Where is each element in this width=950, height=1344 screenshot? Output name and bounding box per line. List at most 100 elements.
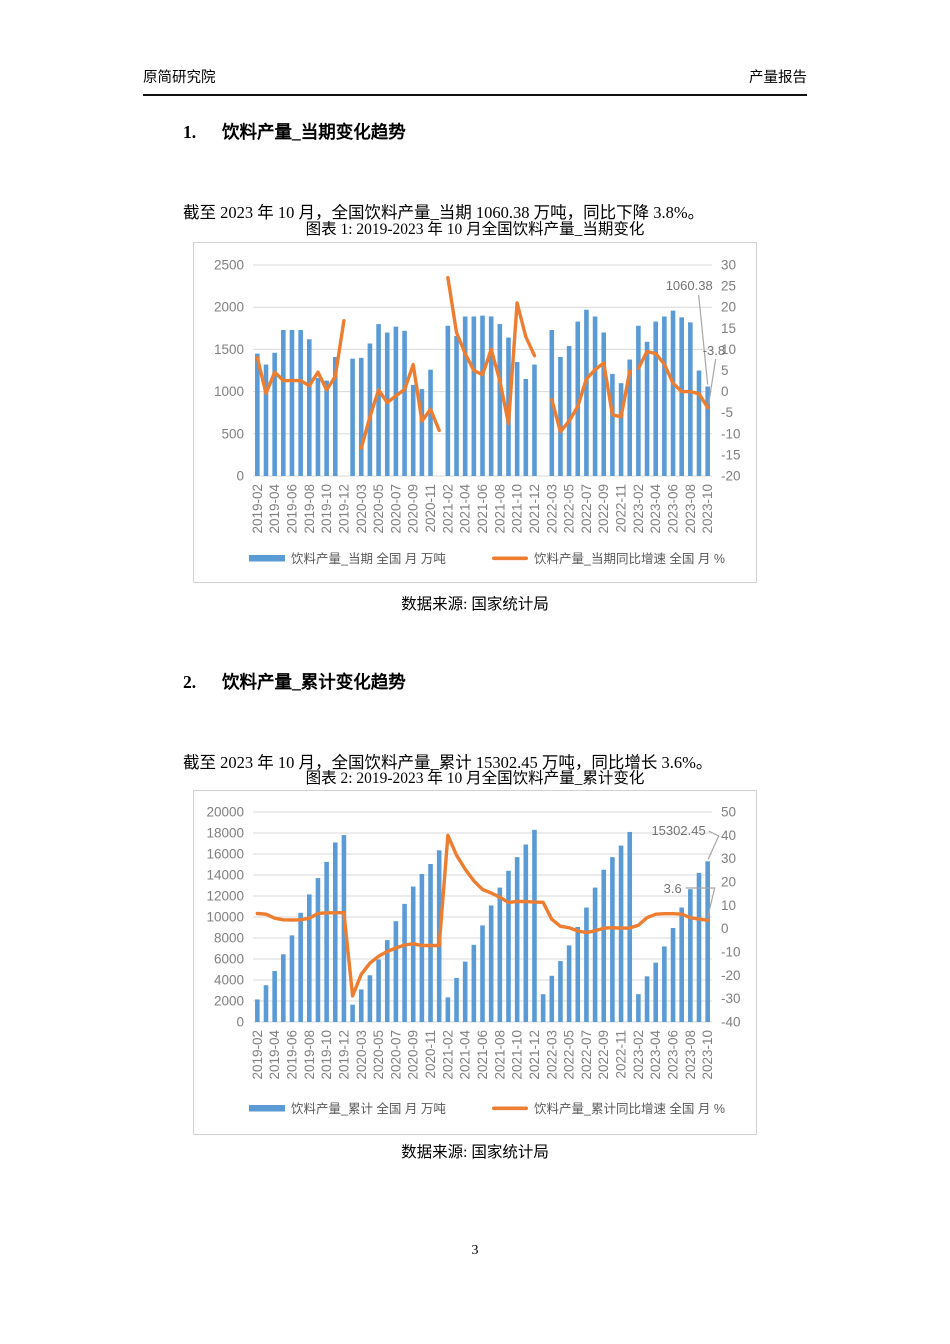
svg-text:2000: 2000 — [214, 994, 244, 1009]
svg-text:10000: 10000 — [206, 910, 244, 925]
svg-text:2022-03: 2022-03 — [544, 484, 559, 534]
svg-text:2022-09: 2022-09 — [596, 1030, 611, 1080]
header-doc-type: 产量报告 — [749, 70, 807, 86]
svg-text:2023-08: 2023-08 — [683, 1030, 698, 1080]
svg-text:2021-04: 2021-04 — [458, 1030, 473, 1080]
svg-text:14000: 14000 — [206, 868, 244, 883]
svg-text:3.6: 3.6 — [664, 881, 682, 896]
svg-text:2023-04: 2023-04 — [648, 1030, 663, 1080]
svg-text:-30: -30 — [721, 991, 741, 1006]
svg-text:2023-04: 2023-04 — [648, 484, 663, 534]
section-1-summary: 截至 2023 年 10 月，全国饮料产量_当期 1060.38 万吨，同比下降… — [183, 202, 705, 222]
svg-text:2020-09: 2020-09 — [406, 484, 421, 534]
svg-text:2022-05: 2022-05 — [562, 1030, 577, 1080]
svg-text:2021-12: 2021-12 — [527, 484, 542, 534]
svg-text:2019-12: 2019-12 — [336, 1030, 351, 1080]
svg-text:-40: -40 — [721, 1015, 741, 1030]
svg-text:5: 5 — [721, 363, 729, 378]
svg-text:12000: 12000 — [206, 889, 244, 904]
svg-text:2020-05: 2020-05 — [371, 1030, 386, 1080]
svg-text:2019-02: 2019-02 — [250, 484, 265, 534]
figure-2-title: 图表 2: 2019-2023 年 10 月全国饮料产量_累计变化 — [305, 770, 645, 787]
svg-text:2019-02: 2019-02 — [250, 1030, 265, 1080]
svg-text:-10: -10 — [721, 945, 741, 960]
svg-text:2019-04: 2019-04 — [267, 1030, 282, 1080]
svg-text:30: 30 — [721, 851, 736, 866]
svg-text:饮料产量_累计同比增速 全国 月 %: 饮料产量_累计同比增速 全国 月 % — [534, 1101, 725, 1116]
svg-text:2023-10: 2023-10 — [700, 1030, 715, 1080]
svg-text:-20: -20 — [721, 469, 741, 484]
svg-text:20: 20 — [721, 300, 736, 315]
svg-text:16000: 16000 — [206, 847, 244, 862]
svg-text:2023-02: 2023-02 — [631, 484, 646, 534]
svg-text:0: 0 — [236, 1015, 244, 1030]
svg-text:饮料产量_累计 全国 月 万吨: 饮料产量_累计 全国 月 万吨 — [291, 1101, 446, 1116]
svg-text:2019-10: 2019-10 — [319, 484, 334, 534]
svg-text:-10: -10 — [721, 426, 741, 441]
svg-text:20000: 20000 — [206, 805, 244, 820]
figure-1-chart: 0 500 1000 1500 2000 2500 -20 -15 -10 -5 0 5 10 15 20 2… — [193, 242, 757, 583]
svg-text:1000: 1000 — [214, 384, 244, 399]
svg-text:2019-06: 2019-06 — [285, 484, 300, 534]
svg-text:18000: 18000 — [206, 826, 244, 841]
svg-text:-15: -15 — [721, 447, 741, 462]
svg-text:2021-10: 2021-10 — [510, 484, 525, 534]
svg-text:2020-11: 2020-11 — [423, 1030, 438, 1079]
section-1-heading: 1. 饮料产量_当期变化趋势 — [183, 119, 406, 144]
svg-text:-20: -20 — [721, 968, 741, 983]
svg-text:30: 30 — [721, 258, 736, 273]
svg-text:2023-02: 2023-02 — [631, 1030, 646, 1080]
header-org-name: 原简研究院 — [143, 70, 216, 86]
svg-text:2021-12: 2021-12 — [527, 1030, 542, 1080]
svg-text:饮料产量_当期同比增速 全国 月 %: 饮料产量_当期同比增速 全国 月 % — [534, 551, 725, 566]
header-rule — [143, 94, 807, 96]
svg-text:0: 0 — [721, 921, 729, 936]
svg-text:2020-07: 2020-07 — [388, 484, 403, 534]
svg-text:10: 10 — [721, 898, 736, 913]
page-number: 3 — [471, 1243, 479, 1258]
svg-text:-3.8: -3.8 — [703, 343, 725, 358]
svg-text:2023-08: 2023-08 — [683, 484, 698, 534]
svg-text:0: 0 — [721, 384, 729, 399]
svg-text:2000: 2000 — [214, 300, 244, 315]
section-2-summary: 截至 2023 年 10 月，全国饮料产量_累计 15302.45 万吨，同比增… — [183, 752, 713, 772]
svg-text:2021-06: 2021-06 — [475, 484, 490, 534]
svg-text:2019-12: 2019-12 — [336, 484, 351, 534]
svg-text:15302.45: 15302.45 — [651, 823, 705, 838]
svg-text:2019-08: 2019-08 — [302, 484, 317, 534]
svg-text:2500: 2500 — [214, 258, 244, 273]
figure-2-canvas: 0 2000 4000 6000 8000 10000 12000 14000 16000 180… — [206, 805, 741, 1117]
svg-text:2020-03: 2020-03 — [354, 484, 369, 534]
section-2-number: 2. — [183, 672, 197, 692]
svg-text:2022-05: 2022-05 — [562, 484, 577, 534]
svg-text:2021-04: 2021-04 — [458, 484, 473, 534]
section-2-title: 饮料产量_累计变化趋势 — [222, 672, 406, 692]
svg-text:2021-08: 2021-08 — [492, 1030, 507, 1080]
figure-1-title: 图表 1: 2019-2023 年 10 月全国饮料产量_当期变化 — [305, 221, 645, 238]
svg-text:2020-07: 2020-07 — [388, 1030, 403, 1080]
svg-text:2022-09: 2022-09 — [596, 484, 611, 534]
svg-text:2022-11: 2022-11 — [614, 484, 629, 533]
svg-text:500: 500 — [221, 426, 244, 441]
section-1-number: 1. — [183, 122, 197, 142]
section-2-heading: 2. 饮料产量_累计变化趋势 — [183, 669, 406, 694]
section-1-title: 饮料产量_当期变化趋势 — [222, 122, 406, 142]
svg-text:2021-10: 2021-10 — [510, 1030, 525, 1080]
svg-text:50: 50 — [721, 805, 736, 820]
svg-text:1060.38: 1060.38 — [666, 278, 713, 293]
svg-text:25: 25 — [721, 279, 736, 294]
svg-text:2020-03: 2020-03 — [354, 1030, 369, 1080]
svg-text:2020-11: 2020-11 — [423, 484, 438, 533]
svg-text:1500: 1500 — [214, 342, 244, 357]
svg-text:2023-06: 2023-06 — [666, 484, 681, 534]
svg-text:2019-10: 2019-10 — [319, 1030, 334, 1080]
svg-text:2019-08: 2019-08 — [302, 1030, 317, 1080]
svg-text:2023-06: 2023-06 — [666, 1030, 681, 1080]
svg-text:2019-06: 2019-06 — [285, 1030, 300, 1080]
figure-2-source: 数据来源: 国家统计局 — [401, 1144, 549, 1161]
svg-text:2019-04: 2019-04 — [267, 484, 282, 534]
svg-text:2022-11: 2022-11 — [614, 1030, 629, 1079]
svg-text:10: 10 — [721, 342, 736, 357]
svg-text:2021-06: 2021-06 — [475, 1030, 490, 1080]
svg-text:2020-05: 2020-05 — [371, 484, 386, 534]
